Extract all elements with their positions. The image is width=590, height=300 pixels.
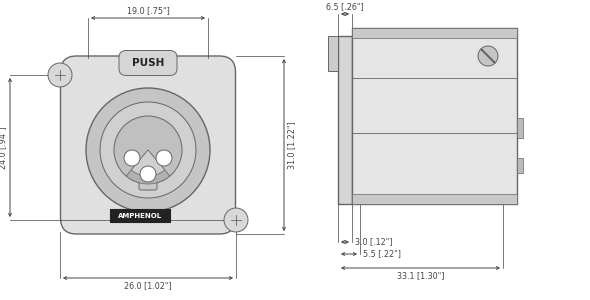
Bar [352, 28, 517, 204]
Bar [338, 36, 352, 204]
Text: AMPHENOL: AMPHENOL [118, 212, 162, 218]
Bar [328, 36, 338, 71]
Text: 3.0 [.12"]: 3.0 [.12"] [355, 238, 392, 247]
Circle shape [48, 63, 72, 87]
Circle shape [224, 208, 248, 232]
Circle shape [156, 150, 172, 166]
Text: 19.0 [.75"]: 19.0 [.75"] [127, 6, 169, 15]
Bar [352, 194, 517, 204]
Circle shape [140, 166, 156, 182]
Text: 26.0 [1.02"]: 26.0 [1.02"] [124, 281, 172, 290]
Circle shape [100, 102, 196, 198]
Text: PUSH: PUSH [132, 58, 164, 68]
Text: 24.0 [.94"]: 24.0 [.94"] [0, 126, 7, 169]
Wedge shape [126, 150, 170, 184]
Text: 33.1 [1.30"]: 33.1 [1.30"] [396, 271, 444, 280]
FancyBboxPatch shape [139, 182, 157, 190]
Bar [517, 158, 523, 173]
Circle shape [86, 88, 210, 212]
Text: 31.0 [1.22"]: 31.0 [1.22"] [287, 121, 296, 169]
Bar [110, 209, 170, 222]
FancyBboxPatch shape [61, 56, 235, 234]
Bar [352, 28, 517, 38]
Wedge shape [132, 150, 165, 176]
Circle shape [124, 150, 140, 166]
FancyBboxPatch shape [119, 50, 177, 76]
Circle shape [478, 46, 498, 66]
Circle shape [114, 116, 182, 184]
Text: 5.5 [.22"]: 5.5 [.22"] [363, 250, 401, 259]
Bar [517, 118, 523, 138]
Text: 6.5 [.26"]: 6.5 [.26"] [326, 2, 364, 11]
